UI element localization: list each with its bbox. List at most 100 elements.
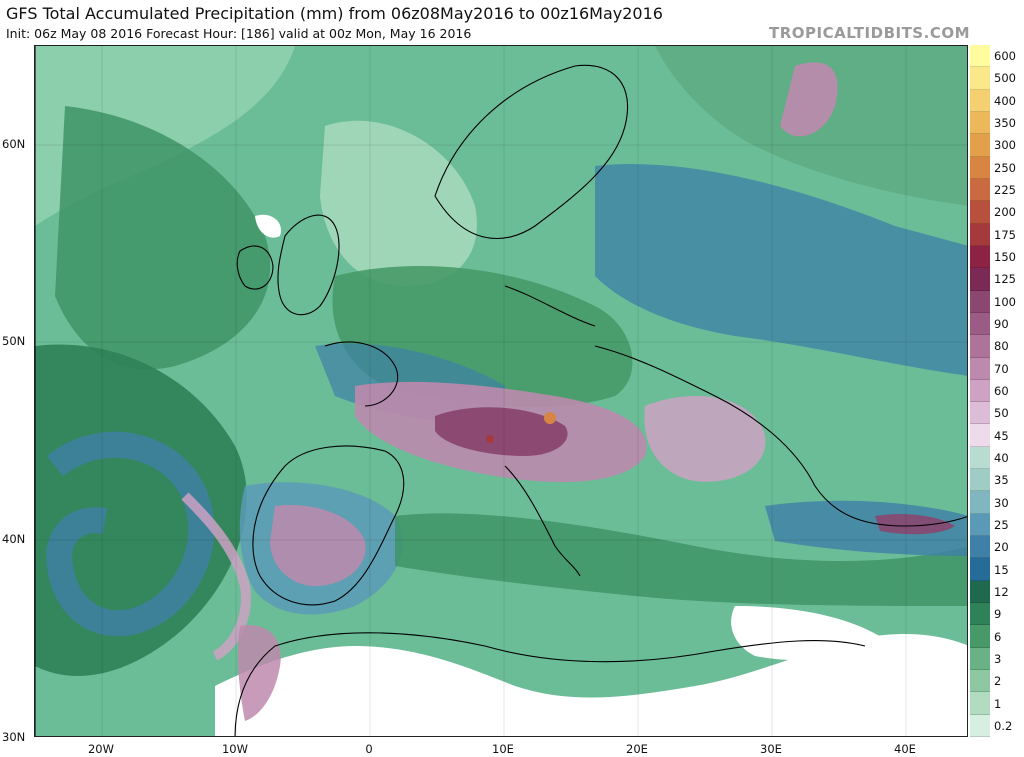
colorbar-level: 15	[970, 558, 1022, 581]
colorbar-level: 6	[970, 625, 1022, 648]
colorbar-level: 500	[970, 67, 1022, 90]
colorbar-swatch	[970, 603, 990, 626]
alps-dark-purple	[435, 407, 568, 456]
colorbar-level: 3	[970, 647, 1022, 671]
colorbar-swatch	[970, 201, 990, 224]
colorbar-label: 150	[994, 250, 1016, 265]
colorbar-label: 200	[994, 205, 1016, 220]
map-canvas	[35, 46, 967, 736]
colorbar-label: 70	[994, 361, 1009, 376]
coastlines	[35, 46, 967, 736]
colorbar-level: 100	[970, 290, 1022, 313]
colorbar-label: 12	[994, 584, 1009, 599]
colorbar-swatch	[970, 402, 990, 425]
colorbar-swatch	[970, 156, 990, 179]
colorbar-swatch	[970, 714, 990, 737]
colorbar-swatch	[970, 357, 990, 380]
colorbar-swatch	[970, 89, 990, 112]
precipitation-colorbar: 600 500 400 350 300 250 225 200 175 150 125 100 90 80…	[970, 45, 1022, 737]
atlantic-swirl-blue	[46, 431, 215, 637]
lat-label-30n: 30N	[2, 730, 26, 744]
lon-label-10w: 10W	[221, 742, 249, 756]
colorbar-level: 600	[970, 45, 1022, 68]
colorbar-level: 150	[970, 245, 1022, 269]
colorbar-swatch	[970, 290, 990, 313]
colorbar-level: 1	[970, 692, 1022, 715]
colorbar-swatch	[970, 335, 990, 358]
balkans-purple	[644, 396, 766, 482]
lon-label-0: 0	[365, 742, 373, 756]
colorbar-label: 350	[994, 116, 1016, 131]
colorbar-level: 12	[970, 580, 1022, 604]
colorbar-level: 225	[970, 178, 1022, 202]
site-watermark: TROPICALTIDBITS.COM	[769, 24, 970, 42]
colorbar-label: 9	[994, 607, 1002, 622]
colorbar-swatch	[970, 379, 990, 403]
colorbar-level: 50	[970, 402, 1022, 425]
atlantic-band-1	[55, 106, 271, 370]
eastern-med-dry	[731, 606, 895, 661]
colorbar-swatch	[970, 469, 990, 492]
chart-title: GFS Total Accumulated Precipitation (mm)…	[6, 4, 663, 23]
turkey-purple	[875, 514, 955, 535]
colorbar-level: 175	[970, 223, 1022, 246]
colorbar-swatch	[970, 245, 990, 269]
alps-max-orange	[544, 412, 556, 424]
colorbar-label: 400	[994, 93, 1016, 108]
colorbar-level: 2	[970, 670, 1022, 693]
colorbar-label: 175	[994, 227, 1016, 242]
russia-north-purple	[780, 62, 838, 137]
colorbar-label: 15	[994, 562, 1009, 577]
colorbar-label: 25	[994, 517, 1009, 532]
colorbar-swatch	[970, 647, 990, 671]
colorbar-label: 50	[994, 406, 1009, 421]
colorbar-swatch	[970, 692, 990, 715]
colorbar-label: 6	[994, 629, 1002, 644]
colorbar-level: 35	[970, 469, 1022, 492]
chart-subtitle: Init: 06z May 08 2016 Forecast Hour: [18…	[6, 26, 472, 41]
colorbar-label: 20	[994, 540, 1009, 555]
colorbar-swatch	[970, 580, 990, 604]
colorbar-swatch	[970, 134, 990, 157]
colorbar-label: 100	[994, 294, 1016, 309]
lon-label-10e: 10E	[492, 742, 514, 756]
colorbar-label: 80	[994, 339, 1009, 354]
colorbar-swatch	[970, 312, 990, 336]
lat-label-60n: 60N	[2, 137, 26, 151]
atlantic-swirl-pink	[181, 492, 251, 661]
colorbar-label: 60	[994, 383, 1009, 398]
colorbar-level: 125	[970, 268, 1022, 291]
colorbar-level: 90	[970, 312, 1022, 336]
colorbar-label: 125	[994, 272, 1016, 287]
colorbar-swatch	[970, 424, 990, 447]
morocco-purple	[237, 625, 281, 721]
colorbar-swatch	[970, 491, 990, 514]
lon-label-20e: 20E	[626, 742, 648, 756]
colorbar-swatch	[970, 513, 990, 537]
colorbar-swatch	[970, 558, 990, 581]
turkey-blue	[765, 500, 967, 556]
colorbar-swatch	[970, 178, 990, 202]
lon-label-30e: 30E	[760, 742, 782, 756]
precipitation-map	[34, 45, 968, 737]
colorbar-label: 3	[994, 651, 1002, 666]
colorbar-label: 35	[994, 473, 1009, 488]
colorbar-label: 30	[994, 495, 1009, 510]
colorbar-label: 45	[994, 428, 1009, 443]
colorbar-label: 40	[994, 450, 1009, 465]
colorbar-level: 20	[970, 536, 1022, 559]
colorbar-swatch	[970, 536, 990, 559]
colorbar-level: 300	[970, 134, 1022, 157]
graticule	[35, 46, 967, 736]
iberia-purple	[270, 505, 366, 586]
colorbar-level: 30	[970, 491, 1022, 514]
colorbar-label: 90	[994, 317, 1009, 332]
lon-label-20w: 20W	[87, 742, 115, 756]
lon-label-40e: 40E	[894, 742, 916, 756]
colorbar-level: 250	[970, 156, 1022, 179]
north-sea-light	[320, 120, 477, 286]
colorbar-level: 25	[970, 513, 1022, 537]
colorbar-level: 80	[970, 335, 1022, 358]
colorbar-swatch	[970, 670, 990, 693]
colorbar-level: 45	[970, 424, 1022, 447]
